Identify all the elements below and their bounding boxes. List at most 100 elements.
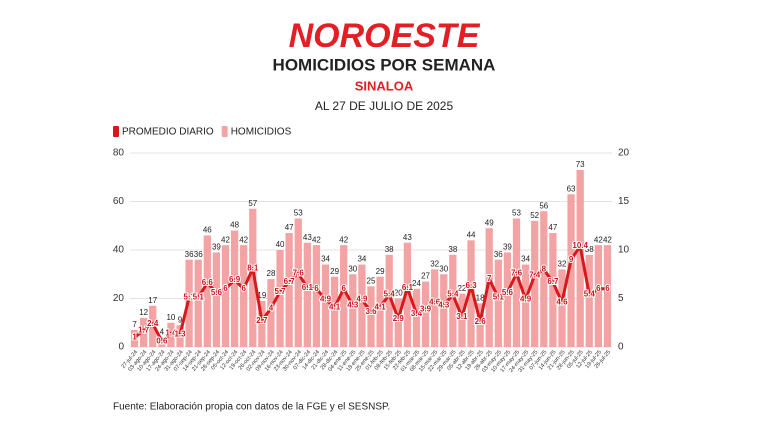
y2-tick-label: 0 bbox=[618, 342, 624, 353]
line-value-label: 7 bbox=[487, 274, 492, 283]
line-value-label: 8 bbox=[542, 265, 547, 274]
bar bbox=[503, 252, 512, 347]
line-value-label: 2.6 bbox=[475, 317, 487, 326]
bar bbox=[485, 228, 493, 347]
line-value-label: 5.1 bbox=[193, 293, 205, 302]
bar-value-label: 56 bbox=[539, 201, 548, 210]
bar bbox=[130, 330, 139, 347]
line-value-label: 6 bbox=[241, 284, 246, 293]
bar-value-label: 30 bbox=[439, 264, 448, 273]
bar-value-label: 53 bbox=[294, 209, 303, 218]
bar-value-label: 22 bbox=[457, 284, 466, 293]
line bbox=[133, 244, 608, 343]
bar-value-label: 28 bbox=[267, 269, 276, 278]
line-value-label: 6.9 bbox=[229, 275, 241, 284]
bar-value-label: 34 bbox=[321, 255, 330, 264]
line-value-label: 1 bbox=[132, 332, 137, 341]
line-value-label: 1.3 bbox=[174, 329, 186, 338]
bar-value-label: 42 bbox=[594, 235, 603, 244]
bar-value-label: 42 bbox=[339, 235, 348, 244]
bar-value-label: 32 bbox=[430, 260, 439, 269]
bar-value-label: 53 bbox=[512, 209, 521, 218]
line-value-label: 5.1 bbox=[184, 293, 196, 302]
line-value-label: 3.4 bbox=[411, 309, 423, 318]
y2-tick-label: 20 bbox=[618, 148, 630, 159]
bar bbox=[267, 279, 275, 347]
line-value-label: 2.7 bbox=[256, 316, 268, 325]
line-value-label: 5.7 bbox=[274, 287, 286, 296]
bar-value-label: 34 bbox=[357, 255, 366, 264]
bar-value-label: 34 bbox=[521, 255, 530, 264]
bar bbox=[258, 300, 266, 347]
bar bbox=[240, 245, 248, 347]
line-value-label: 5.6 bbox=[502, 288, 514, 297]
line-value-label: 4.6 bbox=[429, 297, 441, 306]
bar-value-label: 25 bbox=[367, 276, 376, 285]
bar bbox=[358, 264, 366, 347]
bar-value-label: 36 bbox=[494, 250, 503, 259]
bar bbox=[521, 264, 530, 347]
line-value-label: 6.7 bbox=[284, 277, 296, 286]
line-value-label: 5.4 bbox=[447, 290, 459, 299]
source-note: Fuente: Elaboración propia con datos de … bbox=[113, 402, 390, 413]
bar-value-label: 19 bbox=[257, 291, 266, 300]
legend-label: HOMICIDIOS bbox=[231, 127, 292, 138]
bar-value-label: 48 bbox=[230, 221, 239, 230]
line-value-label: 6 bbox=[223, 284, 228, 293]
bar-value-label: 24 bbox=[412, 279, 421, 288]
bar-value-label: 20 bbox=[394, 289, 403, 298]
bar bbox=[540, 211, 548, 347]
line-value-label: 6.6 bbox=[202, 278, 214, 287]
chart-subtitle: SINALOA bbox=[355, 78, 414, 93]
bar bbox=[549, 233, 557, 347]
line-value-label: 4.1 bbox=[329, 302, 341, 311]
line-value-label: 8.1 bbox=[247, 264, 259, 273]
bar-value-label: 38 bbox=[385, 245, 394, 254]
line-value-label: 4 bbox=[269, 303, 274, 312]
bar-value-label: 32 bbox=[558, 260, 567, 269]
bar bbox=[594, 245, 602, 347]
bar bbox=[340, 245, 348, 347]
line-value-label: 6 bbox=[341, 284, 346, 293]
bar-value-label: 18 bbox=[476, 293, 485, 302]
line-value-label: 2.9 bbox=[393, 314, 405, 323]
bar-value-label: 47 bbox=[548, 223, 557, 232]
line-value-label: 4.3 bbox=[347, 300, 359, 309]
bar bbox=[203, 235, 211, 347]
line-value-label: 4.9 bbox=[356, 295, 368, 304]
bar-value-label: 36 bbox=[185, 250, 194, 259]
line-value-label: 7.6 bbox=[511, 268, 523, 277]
y-tick-label: 20 bbox=[113, 293, 125, 304]
legend-swatch bbox=[221, 126, 228, 137]
line-value-label: 4.9 bbox=[320, 295, 332, 304]
y-tick-label: 0 bbox=[118, 342, 124, 353]
bar bbox=[449, 254, 457, 347]
bar-value-label: 9 bbox=[178, 315, 183, 324]
bar-value-label: 30 bbox=[348, 264, 357, 273]
line-value-label: 6.1 bbox=[402, 283, 414, 292]
bar-value-label: 17 bbox=[148, 296, 157, 305]
line-value-label: 6 bbox=[596, 284, 601, 293]
bar bbox=[285, 233, 293, 347]
line-value-label: 4.3 bbox=[438, 300, 450, 309]
bar bbox=[567, 194, 575, 347]
bar bbox=[467, 240, 475, 347]
bar bbox=[412, 288, 421, 347]
bar-value-label: 46 bbox=[203, 226, 212, 235]
bar bbox=[440, 274, 448, 347]
bar-value-label: 38 bbox=[448, 245, 457, 254]
bar-value-label: 39 bbox=[503, 243, 512, 252]
bar bbox=[385, 254, 393, 347]
line-value-label: 1.7 bbox=[138, 326, 150, 335]
bar bbox=[603, 245, 612, 347]
bar-value-label: 29 bbox=[376, 267, 385, 276]
line-value-label: 1.4 bbox=[165, 329, 177, 338]
bar bbox=[494, 259, 502, 347]
bar-value-label: 47 bbox=[285, 223, 294, 232]
bar-value-label: 40 bbox=[276, 240, 285, 249]
line-value-label: 2.4 bbox=[147, 319, 159, 328]
legend-swatch bbox=[113, 126, 119, 137]
line-value-label: 4.6 bbox=[556, 297, 568, 306]
line-value-label: 5.4 bbox=[584, 290, 596, 299]
